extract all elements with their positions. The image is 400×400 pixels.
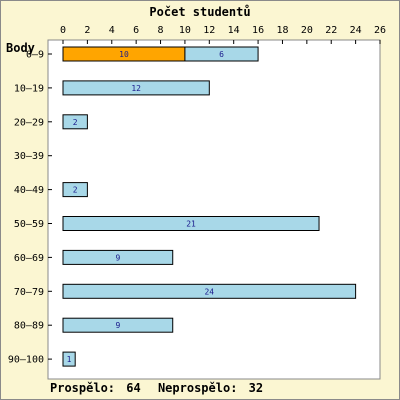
- x-tick-label: 6: [133, 25, 139, 36]
- bar-segment: [62, 317, 174, 333]
- bars: 10 6 12 2 2 21 9 24 9 1: [62, 46, 357, 367]
- bar-value-label: 2: [73, 118, 78, 127]
- bar-value-label: 9: [115, 253, 120, 262]
- bar-value-label: 9: [115, 321, 120, 330]
- x-tick-label: 0: [60, 25, 66, 36]
- x-tick-label: 4: [109, 25, 115, 36]
- category-label: 40–49: [14, 185, 44, 196]
- bar-value-label: 12: [131, 84, 141, 93]
- x-tick-label: 8: [158, 25, 164, 36]
- x-tick-label: 18: [276, 25, 288, 36]
- category-label: 80–89: [14, 321, 44, 332]
- bar-segment: [62, 249, 174, 265]
- category-label: 30–39: [14, 151, 44, 162]
- category-label: 10–19: [14, 83, 44, 94]
- bar-segment: [62, 182, 88, 198]
- bar-segment: [62, 114, 88, 130]
- bar-segment: [62, 283, 357, 299]
- footer-summary: Prospělo: 64 Neprospělo: 32: [50, 381, 263, 395]
- bar-segment: [62, 351, 76, 367]
- x-tick-label: 20: [301, 25, 313, 36]
- y-axis-label: Body: [6, 41, 35, 55]
- category-label: 60–69: [14, 253, 44, 264]
- failed-label: Neprospělo:: [158, 381, 237, 395]
- bar-segment: [62, 216, 320, 231]
- category-label: 90–100: [8, 355, 44, 366]
- x-tick-label: 2: [84, 25, 90, 36]
- category-label: 50–59: [14, 219, 44, 230]
- bar-value-label: 10: [119, 50, 129, 59]
- y-axis-categories: 0–9 10–19 20–29 30–39 40–49 50–59 60–69 70–79 80…: [8, 50, 52, 366]
- bar-segment: [62, 80, 210, 96]
- x-axis-ticks: 0 2 4 6 8 10 12 14 16 18 20 22 24 26: [60, 25, 386, 44]
- category-label: 0–9: [26, 50, 44, 61]
- x-tick-label: 22: [325, 25, 337, 36]
- chart-title: Počet studentů: [149, 5, 250, 19]
- bar-value-label: 2: [73, 186, 78, 195]
- bar-value-label: 6: [219, 50, 224, 59]
- bar-value-label: 21: [186, 220, 196, 229]
- category-label: 20–29: [14, 117, 44, 128]
- failed-value: 32: [249, 381, 263, 395]
- x-tick-label: 14: [228, 25, 240, 36]
- passed-value: 64: [126, 381, 140, 395]
- x-tick-label: 16: [252, 25, 264, 36]
- bar-segment: [184, 46, 259, 62]
- x-tick-label: 24: [350, 25, 362, 36]
- x-tick-label: 10: [179, 25, 191, 36]
- passed-label: Prospělo:: [50, 381, 115, 395]
- x-tick-label: 26: [374, 25, 386, 36]
- x-tick-label: 12: [203, 25, 215, 36]
- bar-value-label: 1: [67, 355, 72, 364]
- bar-value-label: 24: [204, 287, 214, 296]
- category-label: 70–79: [14, 287, 44, 298]
